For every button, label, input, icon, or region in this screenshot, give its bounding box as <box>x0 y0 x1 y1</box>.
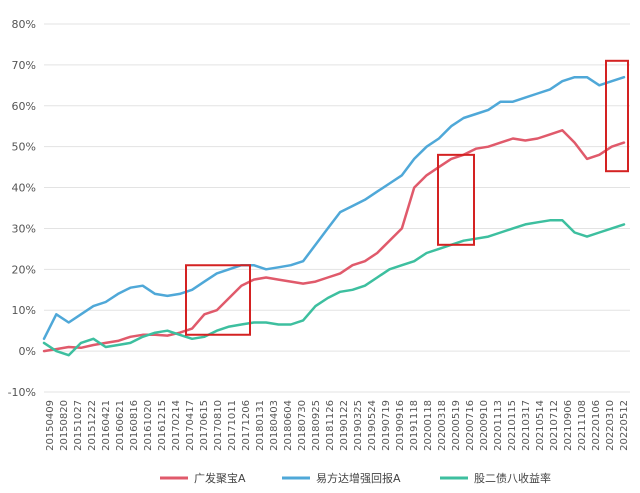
y-tick-label: 80% <box>12 18 36 31</box>
x-tick-label: 20150409 <box>45 400 56 451</box>
x-tick-label: 20170214 <box>171 400 182 451</box>
y-tick-label: 20% <box>12 263 36 276</box>
y-axis-ticks: 80% 70% 60% 50% 40% 30% 20% 10% 0% -10% <box>8 18 36 399</box>
legend-label: 广发聚宝A <box>194 471 246 485</box>
x-tick-label: 20200318 <box>437 400 448 451</box>
highlight-boxes <box>185 59 629 336</box>
x-tick-label: 20160621 <box>115 400 126 451</box>
x-tick-label: 20180730 <box>297 400 308 451</box>
x-tick-label: 20210712 <box>549 400 560 451</box>
x-tick-label: 20161215 <box>157 400 168 451</box>
highlight-box-3 <box>605 59 629 173</box>
x-tick-label: 20211108 <box>577 400 588 451</box>
y-tick-label: 10% <box>12 304 36 317</box>
x-tick-label: 20190719 <box>381 400 392 451</box>
x-tick-label: 20210317 <box>521 400 532 451</box>
grid-lines <box>44 23 630 393</box>
x-tick-label: 20160421 <box>101 400 112 451</box>
x-tick-label: 20210514 <box>535 400 546 451</box>
y-tick-label: 70% <box>12 59 36 72</box>
y-tick-label: 40% <box>12 182 36 195</box>
x-tick-label: 20220310 <box>605 400 616 451</box>
x-tick-label: 20170615 <box>199 400 210 451</box>
x-tick-label: 20181126 <box>325 400 336 451</box>
x-tick-label: 20180925 <box>311 400 322 451</box>
x-tick-label: 20210115 <box>507 400 518 451</box>
x-tick-label: 20190122 <box>339 400 350 451</box>
x-tick-label: 20200118 <box>423 400 434 451</box>
y-tick-label: 60% <box>12 100 36 113</box>
x-tick-label: 20201113 <box>493 400 504 451</box>
x-tick-label: 20200716 <box>465 400 476 451</box>
x-tick-label: 20150820 <box>59 400 70 451</box>
x-tick-label: 20190524 <box>367 400 378 451</box>
series-line-1 <box>42 129 626 353</box>
series-lines <box>42 75 626 357</box>
x-tick-label: 20170810 <box>213 400 224 451</box>
legend-label: 股二债八收益率 <box>474 471 551 485</box>
y-tick-label: 30% <box>12 222 36 235</box>
x-axis-ticks: 20150409 20150820 20151027 20151222 20160421… <box>45 400 630 451</box>
x-tick-label: 20180403 <box>269 400 280 451</box>
x-tick-label: 20190325 <box>353 400 364 451</box>
series-line-3 <box>42 219 626 357</box>
x-tick-label: 20190916 <box>395 400 406 451</box>
y-tick-label: -10% <box>8 386 36 399</box>
y-tick-label: 50% <box>12 141 36 154</box>
highlight-box-1 <box>185 264 251 336</box>
x-tick-label: 20180604 <box>283 400 294 451</box>
x-tick-label: 20151027 <box>73 400 84 451</box>
legend: 广发聚宝A 易方达增强回报A 股二债八收益率 <box>160 471 551 485</box>
x-tick-label: 20170417 <box>185 400 196 451</box>
x-tick-label: 20191118 <box>409 400 420 451</box>
x-tick-label: 20210906 <box>563 400 574 451</box>
legend-label: 易方达增强回报A <box>316 471 401 485</box>
x-tick-label: 20180131 <box>255 400 266 451</box>
x-tick-label: 20200519 <box>451 400 462 451</box>
x-tick-label: 20171206 <box>241 400 252 451</box>
x-tick-label: 20200910 <box>479 400 490 451</box>
x-tick-label: 20160816 <box>129 400 140 451</box>
x-tick-label: 20161020 <box>143 400 154 451</box>
x-tick-label: 20220106 <box>591 400 602 451</box>
y-tick-label: 0% <box>19 345 36 358</box>
x-tick-label: 20171011 <box>227 400 238 451</box>
series-line-2 <box>42 75 626 341</box>
x-tick-label: 20220512 <box>619 400 630 451</box>
highlight-box-2 <box>437 153 475 246</box>
x-tick-label: 20151222 <box>87 400 98 451</box>
